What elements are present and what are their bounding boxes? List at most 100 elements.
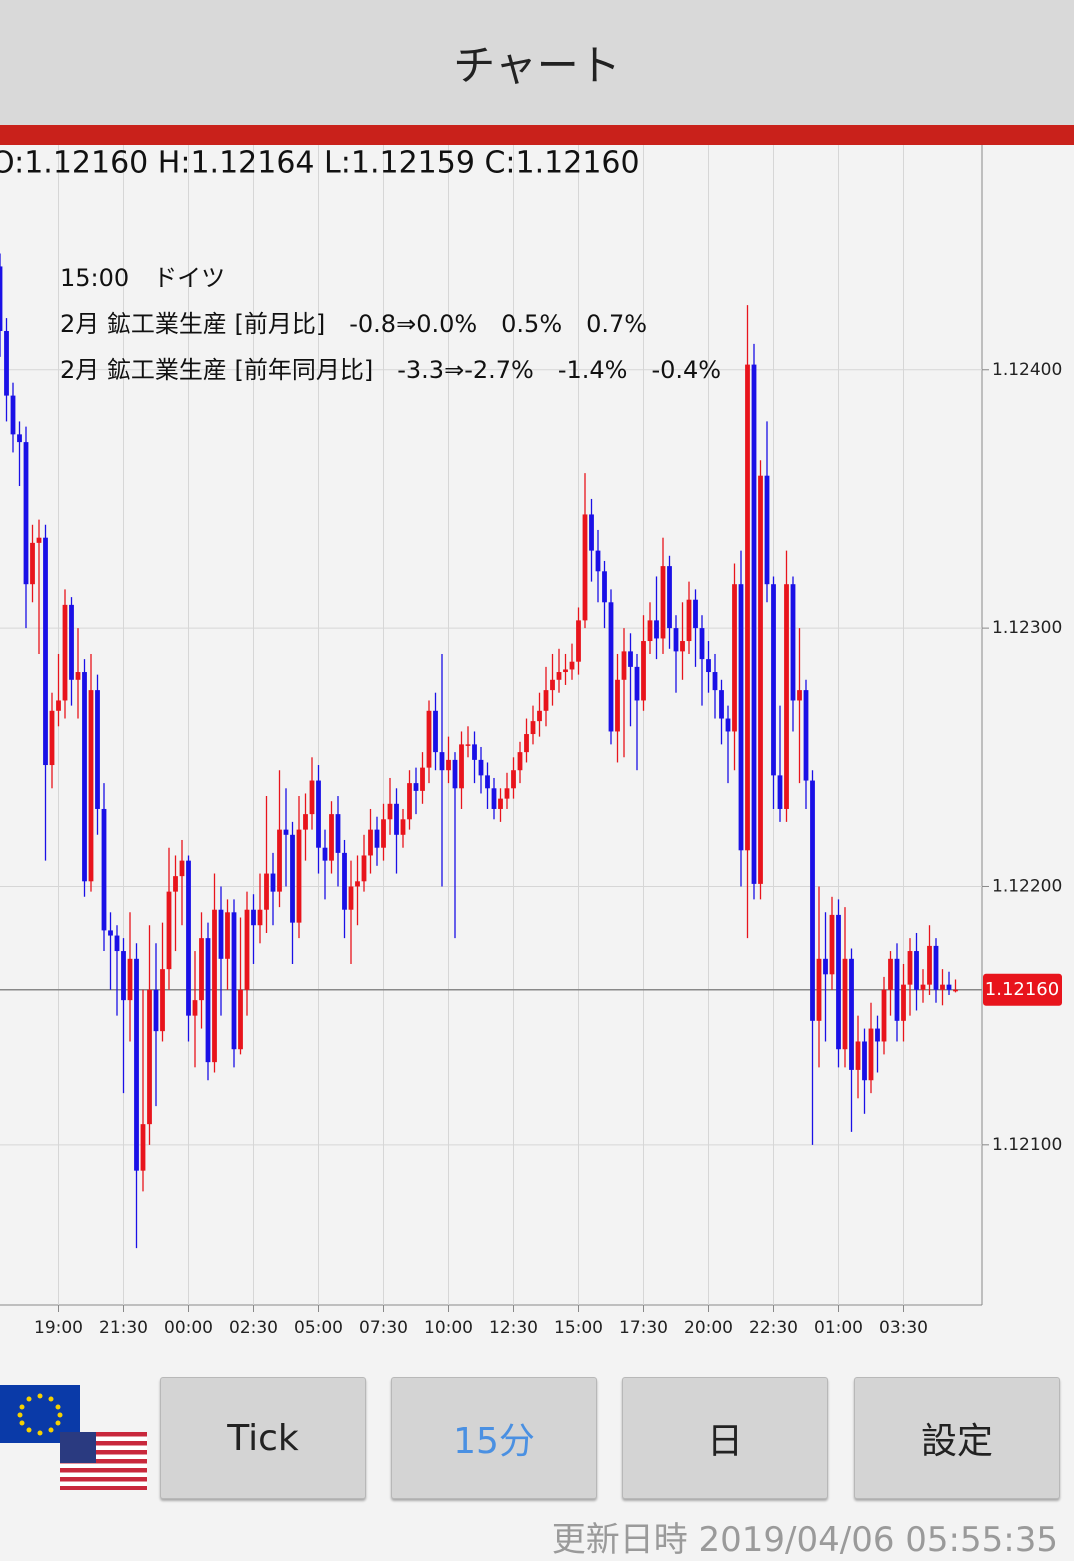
x-tick-label: 00:00 — [164, 1318, 213, 1338]
x-tick-label: 02:30 — [229, 1318, 278, 1338]
candle-body — [88, 690, 94, 882]
toolbar-button[interactable]: 設定 — [854, 1377, 1060, 1499]
candle-body — [693, 599, 698, 629]
candle-body — [790, 584, 796, 701]
candle-body — [920, 984, 926, 990]
candle-body — [62, 604, 68, 701]
candle-body — [368, 829, 373, 856]
candle-body — [296, 829, 302, 923]
candle-body — [491, 788, 497, 809]
candle-body — [608, 602, 614, 732]
candle-body — [439, 752, 445, 771]
candle-body — [712, 672, 718, 691]
candle-body — [186, 860, 191, 1016]
candle-body — [108, 930, 113, 936]
candle-body — [862, 1041, 867, 1081]
currency-flags[interactable] — [0, 1385, 150, 1495]
candle-body — [251, 909, 256, 926]
candle-body — [218, 909, 224, 959]
candle-body — [894, 958, 900, 1021]
candle-body — [537, 710, 542, 722]
candle-body — [173, 876, 178, 892]
candle-body — [413, 783, 419, 791]
candle-body — [465, 744, 471, 746]
candle-body — [686, 599, 692, 642]
event-annotation: 15:00 ドイツ — [60, 264, 225, 292]
candle-body — [166, 891, 172, 970]
candle-body — [888, 958, 893, 990]
update-time: 更新日時 2019/04/06 05:55:35 — [551, 1520, 1058, 1560]
candle-body — [647, 620, 653, 642]
candle-body — [582, 514, 588, 621]
candle-body — [875, 1028, 880, 1042]
candle-body — [563, 669, 568, 673]
candle-body — [49, 710, 55, 766]
candle-body — [725, 718, 731, 732]
candle-body — [868, 1028, 874, 1081]
candle-body — [329, 814, 334, 861]
candle-body — [36, 537, 42, 543]
toolbar-button[interactable]: Tick — [160, 1377, 366, 1499]
candle-body — [914, 951, 919, 990]
candle-body — [381, 819, 386, 848]
candle-body — [556, 672, 562, 680]
candle-body — [777, 775, 783, 809]
candle-body — [160, 969, 165, 1032]
top-bar: チャート — [0, 0, 1074, 125]
candle-body — [134, 958, 139, 1171]
candle-body — [335, 814, 341, 853]
candle-body — [212, 909, 217, 1063]
candle-body — [849, 958, 854, 1070]
candle-body — [205, 938, 211, 1063]
candle-body — [244, 909, 250, 990]
candle-body — [933, 945, 939, 990]
toolbar-button[interactable]: 日 — [622, 1377, 828, 1499]
candle-body — [277, 829, 282, 892]
candle-body — [524, 734, 529, 753]
candle-body — [699, 628, 705, 660]
candle-body — [517, 752, 523, 771]
candle-body — [504, 788, 510, 799]
candle-body — [745, 364, 750, 851]
candle-body — [738, 584, 744, 851]
candle-body — [400, 819, 406, 835]
candle-body — [758, 475, 763, 884]
candle-body — [673, 628, 679, 652]
candle-body — [485, 775, 490, 789]
candle-body — [602, 571, 607, 603]
candle-body — [836, 914, 841, 1050]
ohlc-readout: O:1.12160 H:1.12164 L:1.12159 C:1.12160 — [0, 146, 640, 181]
candle-body — [394, 803, 399, 835]
candle-body — [140, 1124, 146, 1171]
candle-body — [75, 672, 81, 680]
y-tick-label: 1.12300 — [992, 618, 1062, 638]
candle-body — [595, 550, 601, 572]
y-tick-label: 1.12100 — [992, 1135, 1062, 1155]
eu-stars — [17, 1393, 63, 1436]
candle-body — [615, 679, 620, 732]
toolbar-button[interactable]: 15分 — [391, 1377, 597, 1499]
x-tick-label: 22:30 — [749, 1318, 798, 1338]
candle-body — [446, 759, 451, 771]
candle-body — [842, 958, 848, 1050]
candle-body — [231, 912, 237, 1050]
screen-title: チャート — [453, 41, 621, 90]
candle-body — [472, 744, 477, 760]
x-tick-label: 12:30 — [489, 1318, 538, 1338]
candle-body — [290, 834, 295, 923]
candle-body — [621, 651, 627, 680]
candle-body — [420, 767, 425, 791]
candle-body — [264, 873, 269, 910]
candle-body — [355, 881, 360, 887]
candle-body — [901, 984, 906, 1021]
candle-body — [322, 847, 328, 861]
x-tick-label: 01:00 — [814, 1318, 863, 1338]
x-tick-label: 19:00 — [34, 1318, 83, 1338]
candle-body — [43, 537, 48, 766]
candle-body — [641, 641, 646, 701]
accent-bar — [0, 125, 1074, 145]
candle-body — [387, 803, 393, 820]
current-price-label: 1.12160 — [985, 979, 1059, 1000]
candle-body — [569, 661, 575, 670]
candle-body — [530, 721, 536, 735]
